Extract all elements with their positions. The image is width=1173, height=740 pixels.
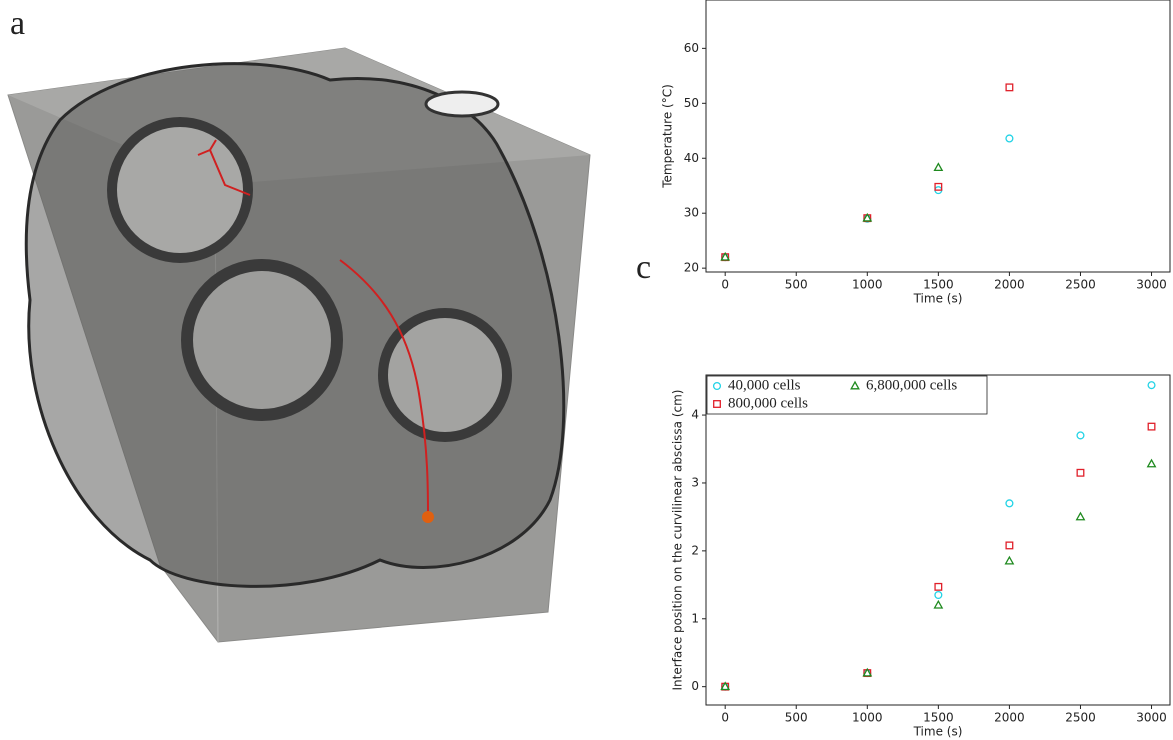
y-tick-label: 3 <box>691 475 699 489</box>
probe-point <box>422 511 434 523</box>
x-tick-label: 500 <box>785 278 808 292</box>
marker <box>1147 422 1156 431</box>
flow-path <box>197 139 251 196</box>
marker <box>862 212 873 222</box>
marker <box>934 590 943 600</box>
marker <box>720 681 731 691</box>
panel-label: a <box>10 5 25 42</box>
marker <box>933 599 944 609</box>
marker <box>1146 458 1157 468</box>
y-tick-label: 60 <box>684 41 699 55</box>
marker <box>720 251 731 261</box>
x-tick-label: 3000 <box>1136 278 1167 292</box>
marker <box>933 162 944 172</box>
y-tick-label: 1 <box>691 611 699 625</box>
pore <box>107 117 253 263</box>
x-tick-label: 1000 <box>852 278 883 292</box>
x-axis-label: Time (s) <box>913 725 963 739</box>
marker <box>1075 511 1086 521</box>
x-tick-label: 0 <box>721 278 729 292</box>
x-tick-label: 500 <box>785 711 808 725</box>
y-tick-label: 0 <box>691 679 699 693</box>
marker <box>1076 468 1085 477</box>
y-tick-label: 40 <box>684 151 699 165</box>
x-tick-label: 0 <box>721 711 729 725</box>
marker <box>934 182 943 191</box>
x-tick-label: 2500 <box>1065 278 1096 292</box>
y-axis-label: Interface position on the curvilinear ab… <box>671 390 685 691</box>
panel-label: c <box>636 249 651 286</box>
legend-label: 40,000 cells <box>728 377 801 393</box>
render-3d <box>7 47 591 643</box>
marker <box>1005 541 1014 550</box>
marker <box>1076 431 1085 440</box>
pore <box>378 308 512 442</box>
x-tick-label: 1000 <box>852 711 883 725</box>
legend-marker <box>850 380 860 390</box>
flow-path <box>339 259 429 518</box>
x-tick-label: 2500 <box>1065 711 1096 725</box>
pore <box>181 259 343 421</box>
y-tick-label: 2 <box>691 543 699 557</box>
y-tick-label: 4 <box>691 408 699 422</box>
marker <box>934 582 943 591</box>
legend-marker <box>713 400 721 408</box>
legend-box <box>706 375 988 415</box>
x-tick-label: 3000 <box>1136 711 1167 725</box>
axes-frame <box>705 0 1171 273</box>
legend-label: 800,000 cells <box>728 395 808 411</box>
x-tick-label: 2000 <box>994 278 1025 292</box>
marker <box>862 667 873 677</box>
y-tick-label: 50 <box>684 96 699 110</box>
marker <box>1147 381 1156 390</box>
axes-frame <box>705 374 1171 706</box>
y-tick-label: 20 <box>684 261 699 275</box>
x-axis-label: Time (s) <box>913 292 963 306</box>
legend-marker <box>712 381 722 391</box>
marker <box>1005 134 1014 143</box>
marker <box>1005 499 1014 508</box>
pore <box>424 90 500 118</box>
x-tick-label: 1500 <box>923 711 954 725</box>
marker <box>1004 555 1015 565</box>
x-tick-label: 1500 <box>923 278 954 292</box>
marker <box>1005 83 1014 92</box>
legend-label: 6,800,000 cells <box>866 377 957 393</box>
y-axis-label: Temperature (°C) <box>661 84 675 189</box>
y-tick-label: 30 <box>684 206 699 220</box>
x-tick-label: 2000 <box>994 711 1025 725</box>
